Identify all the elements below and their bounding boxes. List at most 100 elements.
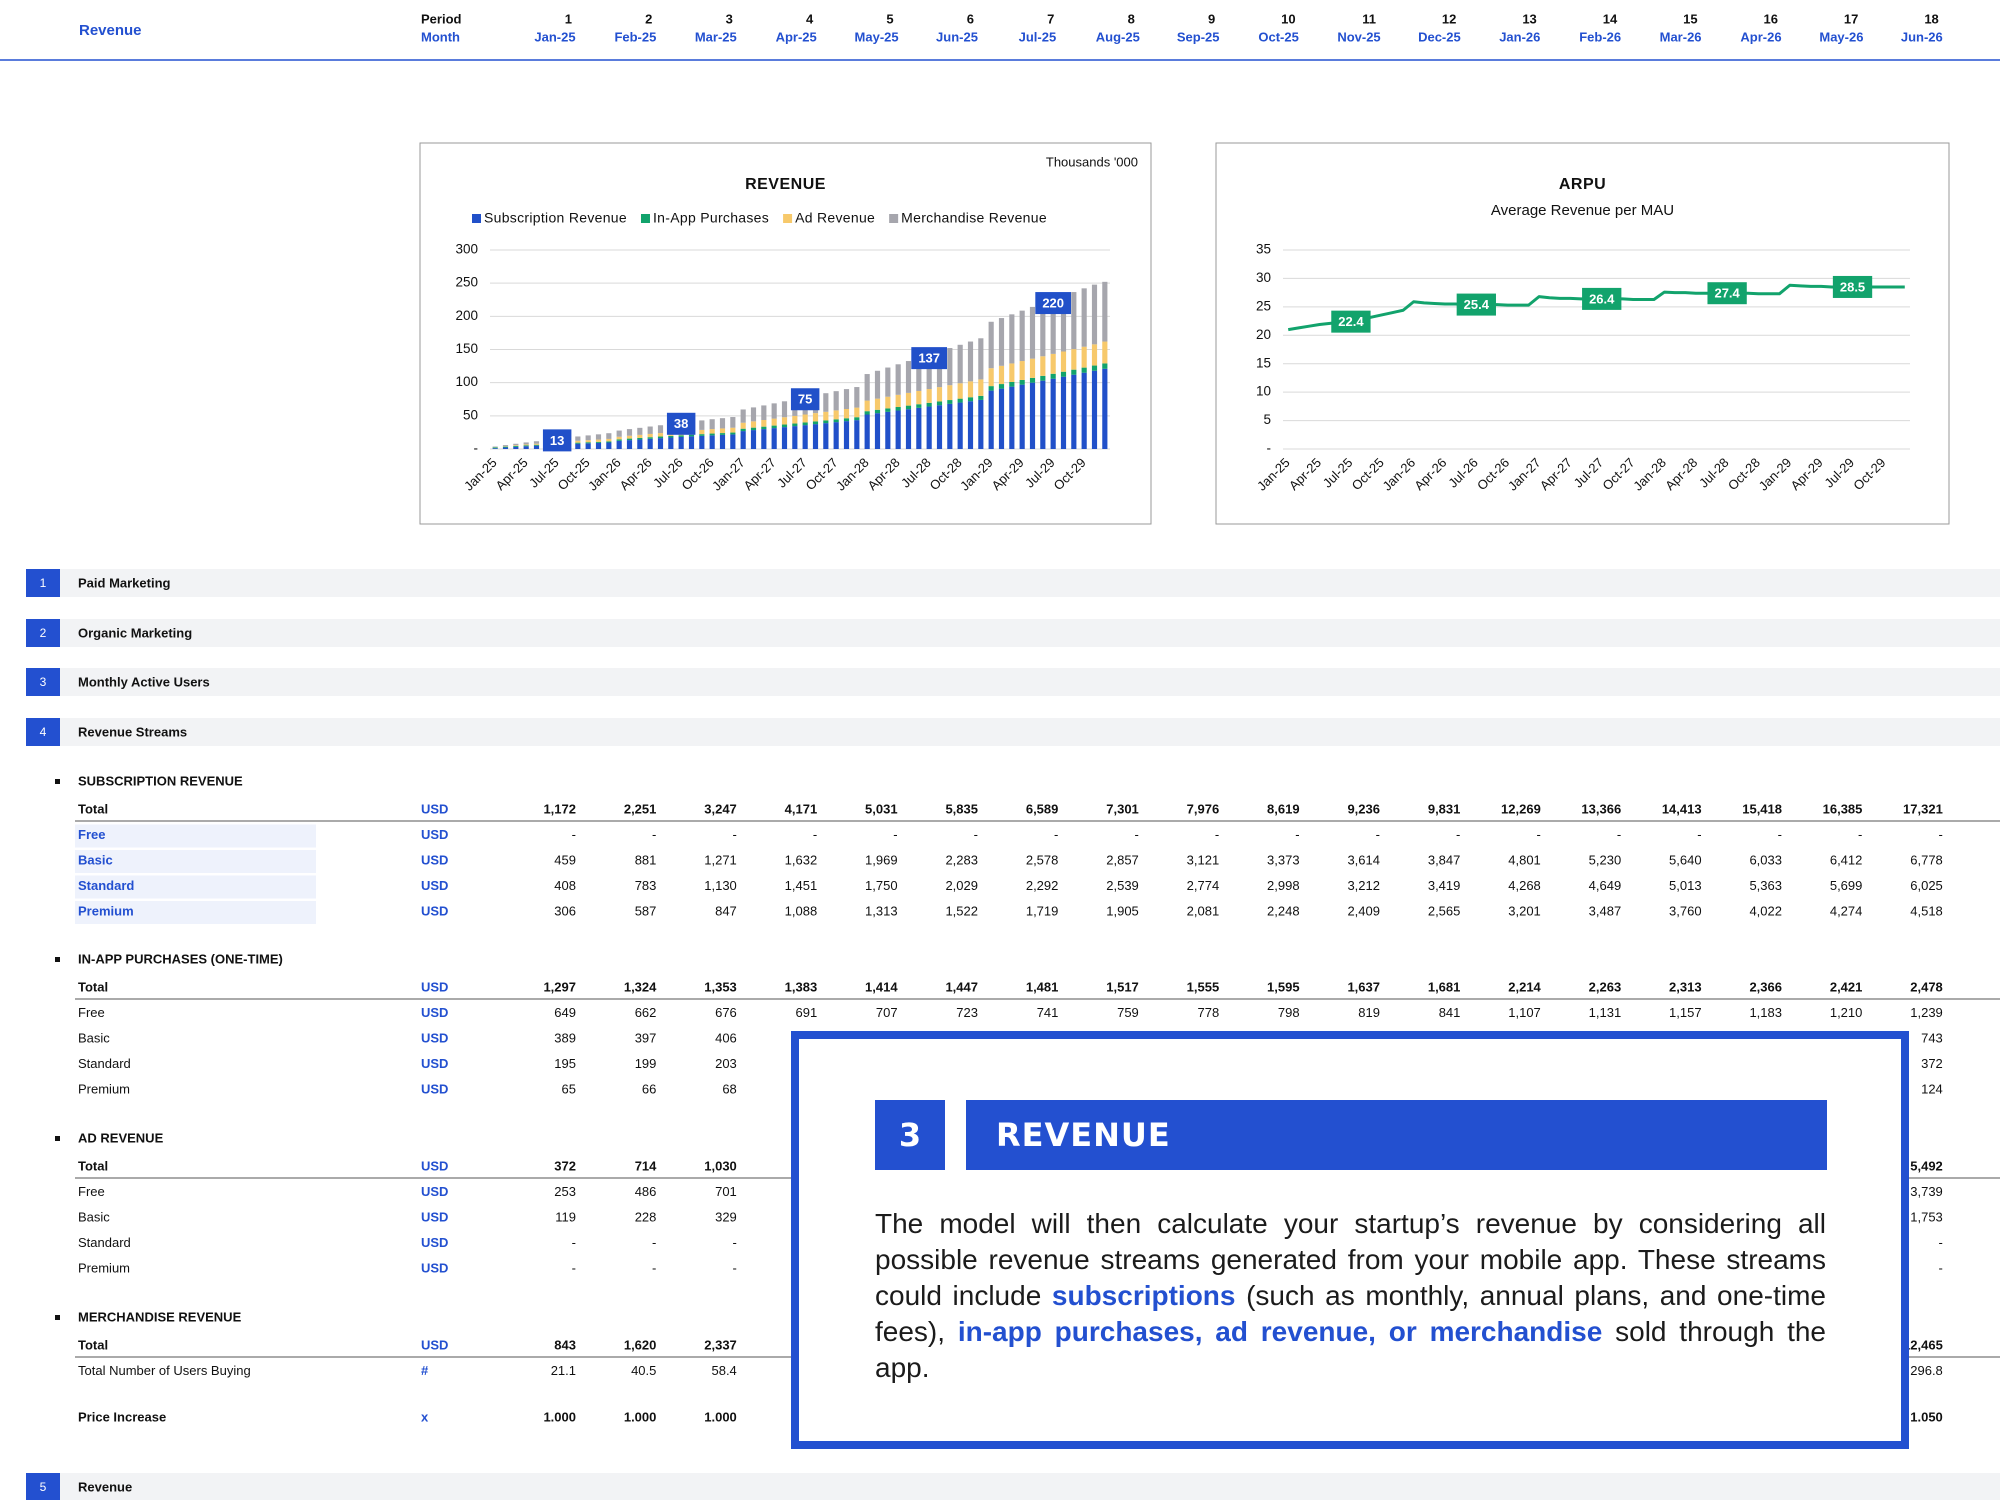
cell-value: 5,640	[1669, 852, 1702, 867]
bar-segment	[1060, 295, 1067, 352]
cell-value: 2,251	[624, 801, 657, 816]
cell-value: 4,268	[1508, 878, 1541, 893]
cell-value: 1,239	[1910, 1005, 1943, 1020]
bar-segment	[513, 446, 519, 449]
cell-value: 1,414	[865, 979, 898, 994]
bar-segment	[823, 411, 829, 421]
cell-value: 2,214	[1508, 979, 1541, 994]
cell-value: 1,271	[704, 852, 737, 867]
cell-value: 5,031	[865, 801, 898, 816]
cell-value: -	[732, 1235, 736, 1250]
period-number: 5	[886, 11, 893, 26]
y-tick-label: 200	[455, 308, 478, 323]
y-tick-label: -	[474, 441, 479, 456]
cell-value: 2,578	[1026, 852, 1059, 867]
highlight-text: in-app purchases, ad revenue, or merchan…	[957, 1316, 1603, 1347]
cell-value: 3,614	[1347, 852, 1380, 867]
bar-segment	[523, 446, 529, 449]
bar-segment	[575, 436, 581, 441]
cell-value: 881	[635, 852, 657, 867]
bar-segment	[606, 442, 612, 449]
cell-value: 2,313	[1669, 979, 1702, 994]
month-header: Jun-26	[1901, 29, 1943, 44]
bar-segment	[523, 442, 529, 445]
bar-segment	[1081, 367, 1087, 373]
row-unit: USD	[421, 1337, 448, 1352]
bullet	[55, 957, 60, 962]
bar-segment	[781, 417, 788, 425]
bar-segment	[626, 440, 633, 449]
bar-segment	[1050, 299, 1056, 354]
bar-segment	[1071, 369, 1077, 375]
month-header: Jan-25	[534, 29, 575, 44]
bar-segment	[1102, 368, 1108, 449]
bar-segment	[533, 444, 540, 446]
row-label: Free	[78, 1005, 105, 1020]
bar-segment	[792, 426, 798, 449]
bullet	[55, 779, 60, 784]
bar-segment	[957, 398, 963, 403]
cell-value: 7,976	[1187, 801, 1220, 816]
bar-segment	[1050, 373, 1056, 379]
cell-value: 841	[1439, 1005, 1461, 1020]
cell-value: 306	[554, 903, 576, 918]
bar-segment	[750, 427, 757, 431]
bar-segment	[1009, 382, 1015, 387]
bar-segment	[947, 403, 953, 449]
cell-value: 124	[1921, 1081, 1943, 1096]
bar-segment	[606, 433, 612, 439]
row-unit: USD	[421, 1209, 448, 1224]
data-label: 26.4	[1589, 291, 1615, 306]
y-tick-label: 150	[455, 341, 478, 356]
bar-segment	[781, 427, 788, 449]
bar-segment	[988, 321, 994, 369]
bar-segment	[916, 407, 922, 449]
month-header: Apr-26	[1740, 29, 1781, 44]
bar-segment	[492, 448, 498, 449]
bar-segment	[1040, 380, 1046, 449]
cell-value: 1,383	[785, 979, 818, 994]
cell-value: 1,905	[1106, 903, 1139, 918]
period-number: 14	[1603, 11, 1618, 26]
bar-segment	[864, 400, 870, 412]
cell-value: 691	[795, 1005, 817, 1020]
cell-value: 486	[635, 1184, 657, 1199]
section-label: Revenue	[78, 1479, 132, 1494]
cell-value: 9,831	[1428, 801, 1461, 816]
cell-value: -	[1054, 827, 1058, 842]
bar-segment	[502, 447, 509, 449]
row-label: Total	[78, 801, 108, 816]
cell-value: 707	[876, 1005, 898, 1020]
bar-segment	[730, 417, 736, 428]
month-header: Jun-25	[936, 29, 978, 44]
bar-segment	[740, 428, 746, 432]
bar-segment	[854, 407, 860, 418]
row-label: Total Number of Users Buying	[78, 1363, 251, 1378]
bar-segment	[1091, 370, 1098, 449]
cell-value: -	[1295, 827, 1299, 842]
period-number: 12	[1442, 11, 1456, 26]
bar-segment	[1040, 375, 1046, 381]
bar-segment	[936, 387, 943, 402]
legend-label: Subscription Revenue	[484, 210, 627, 226]
bar-segment	[740, 431, 746, 449]
bar-segment	[823, 393, 829, 412]
section-number-box	[26, 569, 60, 597]
cell-value: 3,760	[1669, 903, 1702, 918]
bar-segment	[1009, 386, 1015, 449]
cell-value: -	[1134, 827, 1138, 842]
month-header: Mar-26	[1660, 29, 1702, 44]
chart-frame	[419, 142, 1152, 525]
bar-segment	[1019, 361, 1025, 380]
cell-value: 40.5	[631, 1363, 656, 1378]
bar-segment	[936, 401, 943, 406]
month-header: Aug-25	[1096, 29, 1140, 44]
bar-segment	[947, 400, 953, 404]
cell-value: 8,619	[1267, 801, 1300, 816]
row-label: Standard	[78, 1235, 131, 1250]
row-unit: USD	[421, 878, 448, 893]
month-header: Sep-25	[1177, 29, 1220, 44]
bar-segment	[513, 443, 519, 446]
cell-value: 329	[715, 1209, 737, 1224]
bar-segment	[626, 435, 633, 439]
